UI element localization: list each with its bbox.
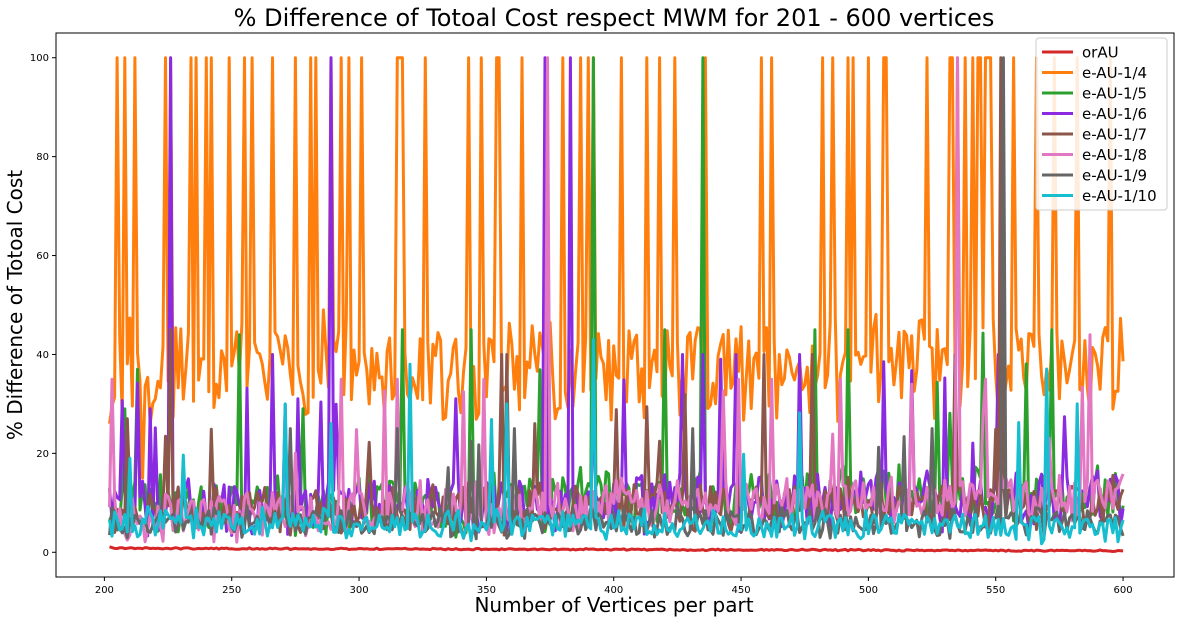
x-tick-label: 300 <box>350 585 369 596</box>
series-line-0 <box>109 545 1124 553</box>
y-axis-label: % Difference of Totoal Cost <box>3 170 27 440</box>
x-tick-label: 200 <box>95 585 114 596</box>
legend-box <box>1035 37 1168 211</box>
y-tick-label: 0 <box>43 548 49 559</box>
x-tick-label: 600 <box>1114 585 1133 596</box>
y-tick-label: 40 <box>36 350 49 361</box>
y-tick-label: 80 <box>36 152 49 163</box>
y-tick-label: 100 <box>30 53 49 64</box>
legend-label: e-AU-1/8 <box>1082 146 1147 164</box>
legend-label: e-AU-1/10 <box>1082 187 1157 205</box>
legend-label: e-AU-1/5 <box>1082 85 1147 103</box>
x-axis-label: Number of Vertices per part <box>474 593 753 617</box>
series-layer <box>108 56 1125 553</box>
legend: orAU e-AU-1/4 e-AU-1/5 e-AU-1/6 e-AU-1/7 e-AU… <box>1035 37 1168 211</box>
chart-title: % Difference of Totoal Cost respect MWM … <box>234 4 995 32</box>
series-line-5 <box>108 56 1125 544</box>
x-tick-label: 250 <box>222 585 241 596</box>
legend-label: e-AU-1/6 <box>1082 105 1147 123</box>
x-tick-label: 550 <box>986 585 1005 596</box>
y-tick-label: 20 <box>36 449 49 460</box>
plot-area <box>55 32 1175 578</box>
plot-frame <box>55 32 1175 578</box>
y-tick-label: 60 <box>36 251 49 262</box>
x-tick-label: 400 <box>604 585 623 596</box>
legend-label: orAU <box>1082 44 1119 62</box>
series-line-1 <box>108 56 1125 480</box>
x-tick-label: 350 <box>477 585 496 596</box>
series-line-7 <box>108 338 1125 546</box>
x-tick-label: 450 <box>732 585 751 596</box>
legend-label: e-AU-1/4 <box>1082 64 1147 82</box>
legend-label: e-AU-1/7 <box>1082 126 1147 144</box>
x-axis: 200 250 300 350 400 450 500 550 600 <box>95 577 1133 596</box>
legend-label: e-AU-1/9 <box>1082 167 1147 185</box>
y-axis: 0 20 40 60 80 100 <box>30 53 56 559</box>
x-tick-label: 500 <box>859 585 878 596</box>
